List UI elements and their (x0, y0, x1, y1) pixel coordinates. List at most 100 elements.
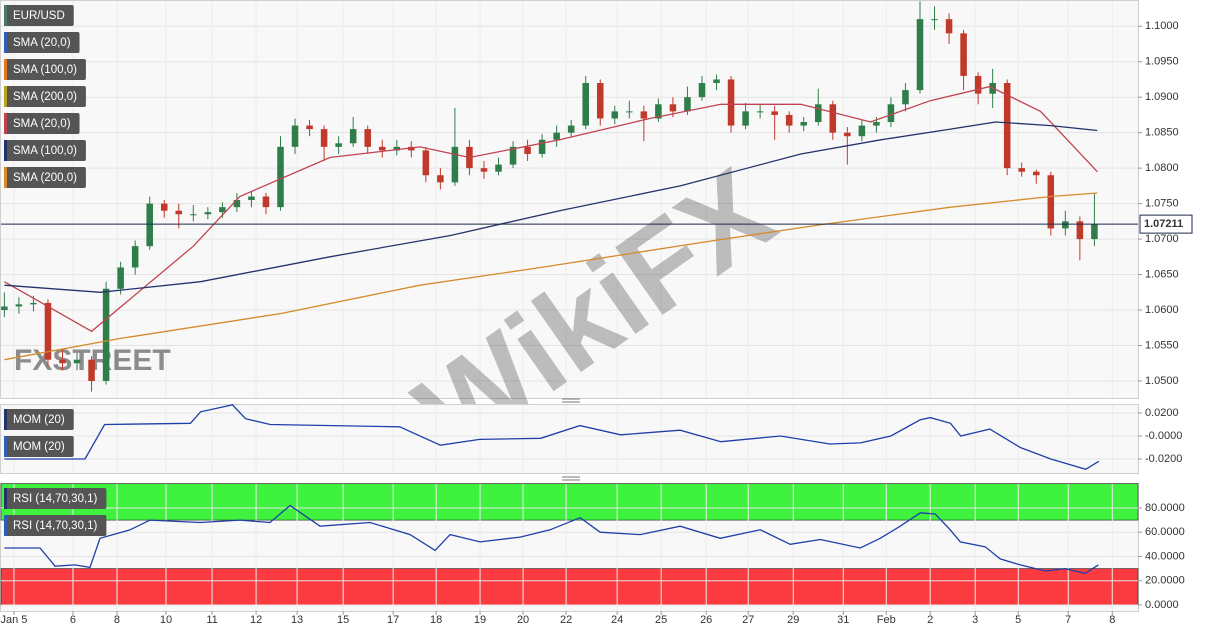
legend-label: SMA (20,0) (13, 118, 71, 130)
candle-body (480, 168, 488, 172)
candle-body (626, 111, 633, 113)
candle-body (669, 104, 677, 112)
candle-body (117, 267, 124, 289)
candle-body (175, 210, 183, 215)
candle-body (349, 129, 357, 144)
candle-body (684, 97, 691, 112)
y-tick-label: -0.0200 (1145, 453, 1182, 465)
y-tick-label: 80.0000 (1145, 502, 1185, 514)
candle-body (262, 196, 270, 208)
candle-body (495, 164, 502, 172)
candle-body (945, 19, 953, 34)
x-tick-label: 5 (1015, 614, 1021, 626)
x-tick-label: 3 (972, 614, 978, 626)
candle-body (88, 359, 95, 381)
candle-body (742, 111, 749, 126)
panel-background (0, 0, 1139, 399)
candle-body (1062, 221, 1069, 229)
candle-body (902, 90, 909, 105)
candle-body (1, 306, 8, 311)
candle-body (974, 75, 982, 94)
candle-body (437, 175, 444, 183)
candle-body (1018, 168, 1025, 172)
y-tick-label: 1.0500 (1145, 375, 1179, 387)
legend-box (4, 113, 80, 134)
legend-box (4, 32, 80, 53)
y-tick-label: 20.0000 (1145, 575, 1185, 587)
candle-body (131, 246, 139, 268)
y-tick-label: 1.0700 (1145, 233, 1179, 245)
y-tick-label: 1.0850 (1145, 127, 1179, 139)
candle-body (306, 125, 313, 130)
y-tick-label: 1.1000 (1145, 20, 1179, 32)
x-tick-label: 22 (560, 614, 572, 626)
candle-body (291, 125, 299, 147)
panel: 0.0000 20.0000 40.0000 60.0000 80.0000 Jan 5 6… (0, 483, 1185, 626)
candle-body (829, 104, 837, 133)
candle-body (727, 79, 735, 126)
legend-swatch (4, 32, 7, 53)
legend-swatch (4, 140, 7, 161)
candle-body (146, 203, 153, 247)
candle-body (931, 19, 938, 21)
y-tick-label: 1.0550 (1145, 339, 1179, 351)
legend-swatch (4, 167, 7, 188)
rsi-band (0, 568, 1139, 606)
x-tick-label: 19 (474, 614, 486, 626)
x-tick-label: 2 (927, 614, 933, 626)
panel-separators (562, 398, 580, 481)
x-tick-label: 6 (70, 614, 76, 626)
legend-box (4, 488, 107, 509)
candle-body (190, 214, 197, 216)
candle-body (59, 359, 66, 364)
y-tick-label: 1.0950 (1145, 56, 1179, 68)
candle-body (451, 146, 459, 183)
x-tick-label: 26 (700, 614, 712, 626)
candle-body (524, 146, 531, 154)
candle-body (611, 111, 619, 119)
series-line (4, 504, 1099, 575)
candle-body (102, 288, 110, 381)
candle-body (73, 359, 81, 364)
candle-body (655, 104, 662, 119)
candle-body (378, 146, 386, 151)
candle-body (1047, 175, 1055, 229)
candle-body (44, 302, 52, 360)
candle-body (248, 196, 255, 201)
candle-body (916, 19, 924, 91)
x-tick-label: 27 (742, 614, 754, 626)
candle-body (219, 207, 226, 213)
legend-swatch (4, 86, 7, 107)
candle-body (1076, 221, 1084, 240)
candle-body (15, 304, 23, 307)
candle-body (858, 125, 866, 137)
candle-body (567, 125, 575, 133)
candle-body (538, 139, 546, 154)
candle-body (233, 200, 241, 208)
legend-label: SMA (100,0) (13, 145, 77, 157)
legend-label: RSI (14,70,30,1) (13, 493, 98, 505)
legend-label: RSI (14,70,30,1) (13, 520, 98, 532)
x-tick-label: 13 (291, 614, 303, 626)
legend-box (4, 409, 74, 430)
legend-label: SMA (100,0) (13, 64, 77, 76)
legend-swatch (4, 5, 7, 26)
x-tick-label: 7 (1065, 614, 1071, 626)
last-price-box (1139, 214, 1193, 234)
candle-body (509, 146, 517, 165)
y-tick-label: 40.0000 (1145, 550, 1185, 562)
series-line (4, 404, 1100, 471)
legend-box (4, 140, 86, 161)
series-line (4, 85, 1098, 333)
legend-box (4, 59, 86, 80)
legend-label: SMA (200,0) (13, 91, 77, 103)
candle-body (785, 114, 793, 126)
x-tick-label: 20 (517, 614, 529, 626)
y-tick-label: 1.0800 (1145, 162, 1179, 174)
candle-body (844, 132, 851, 137)
candle-body (582, 83, 589, 126)
legend-box (4, 436, 74, 457)
candle-body (422, 150, 430, 176)
y-tick-label: 1.0600 (1145, 304, 1179, 316)
